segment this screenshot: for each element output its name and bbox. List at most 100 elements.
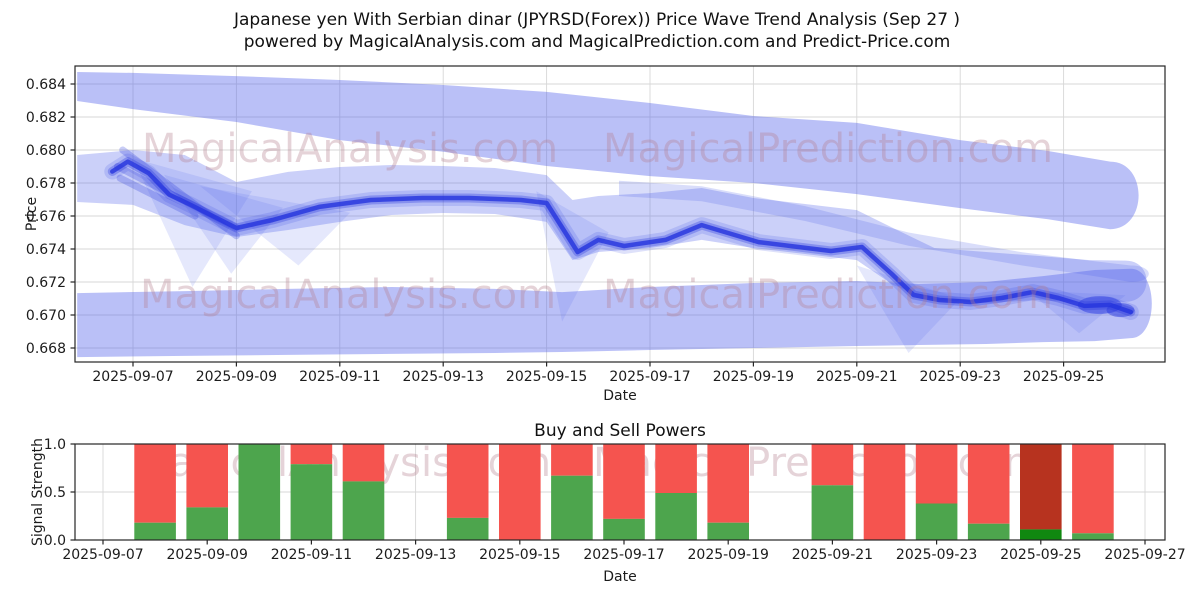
price-y-tick-label: 0.684 xyxy=(26,77,66,93)
buy-segment xyxy=(290,464,333,540)
price-x-tick-label: 2025-09-25 xyxy=(1023,369,1104,385)
figure-title-line-1: Japanese yen With Serbian dinar (JPYRSD(… xyxy=(233,10,960,30)
price-chart-ticks: 0.684 0.682 0.680 0.678 0.676 0.674 0.672 0.670… xyxy=(26,77,1104,385)
price-x-tick-label: 2025-09-15 xyxy=(506,369,587,385)
price-wave-bands xyxy=(77,72,1152,358)
signal-x-tick-label: 2025-09-09 xyxy=(167,547,248,563)
bar-2025-09-17 xyxy=(603,444,645,540)
bar-2025-09-26 xyxy=(1072,444,1114,540)
buy-segment xyxy=(446,517,489,540)
buy-segment xyxy=(603,518,645,540)
buy-segment xyxy=(342,481,385,540)
sell-segment xyxy=(290,444,333,465)
bar-2025-09-23 xyxy=(915,444,958,540)
price-x-tick-label: 2025-09-23 xyxy=(920,369,1001,385)
signal-x-tick-label: 2025-09-19 xyxy=(688,547,769,563)
bar-2025-09-15 xyxy=(499,444,541,540)
bar-2025-09-21 xyxy=(811,444,854,540)
bar-2025-09-24 xyxy=(967,444,1010,540)
price-x-tick-label: 2025-09-19 xyxy=(713,369,794,385)
bar-2025-09-11 xyxy=(290,444,333,540)
price-y-tick-label: 0.668 xyxy=(26,341,66,357)
buy-segment xyxy=(238,444,281,540)
sell-segment xyxy=(1020,444,1062,530)
price-chart-gridlines xyxy=(75,66,1165,362)
bar-2025-09-14 xyxy=(446,444,489,540)
sell-segment xyxy=(915,444,958,504)
price-y-tick-label: 0.680 xyxy=(26,143,66,159)
fan_wedges xyxy=(536,191,609,322)
bar-2025-09-10 xyxy=(238,444,281,540)
end_blobs xyxy=(1077,296,1122,315)
signal-y-tick-label: 1.0 xyxy=(44,437,66,453)
watermark-prediction-mid: MagicalPrediction.com xyxy=(603,272,1053,318)
figure-title-line-2: powered by MagicalAnalysis.com and Magic… xyxy=(244,32,951,52)
sell-segment xyxy=(1072,444,1114,534)
price-x-tick-label: 2025-09-07 xyxy=(92,369,173,385)
upper_edge_streak_band xyxy=(619,180,1149,282)
price-x-tick-label: 2025-09-17 xyxy=(609,369,690,385)
buy-segment xyxy=(186,507,228,540)
sell-segment xyxy=(603,444,645,519)
sell-segment xyxy=(863,444,906,540)
watermark-analysis-top: MagicalAnalysis.com xyxy=(142,126,558,172)
signal-x-tick-label: 2025-09-15 xyxy=(479,547,560,563)
sell-segment xyxy=(446,444,489,518)
signal-x-tick-label: 2025-09-17 xyxy=(583,547,664,563)
lower_band xyxy=(77,268,1152,358)
start_cluster_streaks xyxy=(116,174,199,220)
upper_band xyxy=(77,72,1139,230)
signal-x-axis-label: Date xyxy=(603,569,636,585)
price-x-tick-label: 2025-09-21 xyxy=(816,369,897,385)
bar-2025-09-09 xyxy=(186,444,228,540)
end_blobs xyxy=(1106,303,1135,318)
signal-y-tick-label: 0.5 xyxy=(44,485,66,501)
price-x-axis-label: Date xyxy=(603,388,636,404)
fan_wedges xyxy=(856,265,961,353)
sell-segment xyxy=(967,444,1010,524)
price-y-tick-label: 0.674 xyxy=(26,242,66,258)
buy-segment xyxy=(1020,529,1062,540)
price-x-tick-label: 2025-09-09 xyxy=(196,369,277,385)
signal-x-tick-label: 2025-09-11 xyxy=(271,547,352,563)
bar-2025-09-08 xyxy=(134,444,176,540)
buy-segment xyxy=(707,522,749,540)
core_trend xyxy=(110,159,1134,315)
signal-chart-title: Buy and Sell Powers xyxy=(534,421,706,441)
signal-x-tick-label: 2025-09-23 xyxy=(896,547,977,563)
price-x-tick-label: 2025-09-11 xyxy=(299,369,380,385)
price-y-tick-label: 0.682 xyxy=(26,110,66,126)
fan_wedges xyxy=(1027,290,1126,334)
price-y-tick-label: 0.678 xyxy=(26,176,66,192)
signal-x-tick-label: 2025-09-13 xyxy=(375,547,456,563)
signal-bars xyxy=(134,444,1114,540)
buy-segment xyxy=(655,493,697,540)
fan_wedges xyxy=(164,174,283,274)
sell-segment xyxy=(499,444,541,540)
buy-segment xyxy=(811,485,854,540)
price-plot-frame xyxy=(74,65,1166,363)
signal-y-tick-label: 0.0 xyxy=(44,533,66,549)
price-y-tick-label: 0.672 xyxy=(26,275,66,291)
buy-segment xyxy=(134,522,176,540)
sell-segment xyxy=(707,444,749,523)
price-y-tick-label: 0.676 xyxy=(26,209,66,225)
watermark-analysis-mid: MagicalAnalysis.com xyxy=(140,272,556,318)
sell-segment xyxy=(811,444,854,486)
buy-segment xyxy=(967,523,1010,540)
bar-2025-09-12 xyxy=(342,444,385,540)
bar-2025-09-22 xyxy=(863,444,906,540)
sell-segment xyxy=(134,444,176,523)
price-y-tick-label: 0.670 xyxy=(26,308,66,324)
signal-y-axis-label: Signal Strength xyxy=(30,438,46,546)
sell-segment xyxy=(655,444,697,493)
signal-x-tick-label: 2025-09-27 xyxy=(1104,547,1185,563)
price-x-tick-label: 2025-09-13 xyxy=(403,369,484,385)
buy-segment xyxy=(915,503,958,540)
signal-x-tick-label: 2025-09-21 xyxy=(792,547,873,563)
watermark-prediction-top: MagicalPrediction.com xyxy=(603,126,1053,172)
bar-2025-09-18 xyxy=(655,444,697,540)
sell-segment xyxy=(551,444,593,476)
